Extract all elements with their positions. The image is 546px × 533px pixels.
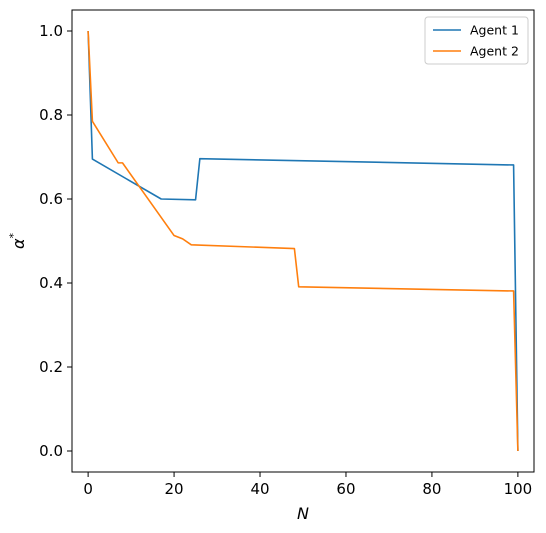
x-tick-label: 60 <box>336 480 355 498</box>
x-tick-label: 40 <box>250 480 269 498</box>
x-tick-label: 80 <box>422 480 441 498</box>
y-tick-label: 1.0 <box>39 22 63 40</box>
y-tick-label: 0.0 <box>39 442 63 460</box>
legend-label-agent-1: Agent 1 <box>470 23 519 38</box>
plot-frame <box>71 9 535 473</box>
x-tick-label: 20 <box>165 480 184 498</box>
plot-area <box>72 10 534 472</box>
series-lines <box>87 30 519 452</box>
series-line-agent-2 <box>87 30 519 452</box>
x-tick-label: 100 <box>504 480 533 498</box>
y-axis-label: α* <box>7 232 28 249</box>
legend-box <box>424 16 529 65</box>
y-axis-label-text: α* <box>7 232 28 249</box>
y-axis-label-superscript: * <box>7 232 20 238</box>
x-tick-label: 0 <box>83 480 93 498</box>
legend: Agent 1 Agent 2 <box>424 16 529 65</box>
y-tick-label: 0.4 <box>39 274 63 292</box>
legend-label-agent-2: Agent 2 <box>470 44 519 59</box>
y-tick-label: 0.6 <box>39 190 63 208</box>
y-axis-ticks: 0.0 0.2 0.4 0.6 0.8 1.0 <box>39 22 72 460</box>
y-tick-label: 0.2 <box>39 358 63 376</box>
x-axis-ticks: 0 20 40 60 80 100 <box>83 472 532 498</box>
y-axis-label-symbol: α <box>9 238 28 249</box>
y-tick-label: 0.8 <box>39 106 63 124</box>
x-axis-label: N <box>297 504 309 523</box>
series-line-agent-1 <box>87 30 519 452</box>
